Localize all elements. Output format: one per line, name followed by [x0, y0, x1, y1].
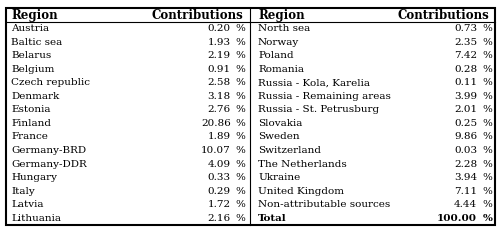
Text: 2.19: 2.19	[207, 51, 230, 60]
Text: 3.99: 3.99	[454, 92, 477, 101]
Text: Hungary: Hungary	[12, 173, 57, 182]
Text: France: France	[12, 132, 48, 141]
Text: %: %	[482, 146, 492, 155]
Text: %: %	[235, 78, 245, 87]
Text: Denmark: Denmark	[12, 92, 60, 101]
Text: 20.86: 20.86	[201, 119, 230, 128]
Text: %: %	[482, 214, 492, 223]
Text: Poland: Poland	[258, 51, 294, 60]
Text: The Netherlands: The Netherlands	[258, 160, 347, 169]
Text: 2.28: 2.28	[454, 160, 477, 169]
Text: 0.73: 0.73	[454, 24, 477, 33]
Text: Germany-BRD: Germany-BRD	[12, 146, 87, 155]
Text: %: %	[235, 105, 245, 114]
FancyBboxPatch shape	[7, 8, 494, 225]
Text: 1.89: 1.89	[207, 132, 230, 141]
Text: Slovakia: Slovakia	[258, 119, 302, 128]
Text: Region: Region	[258, 9, 305, 21]
Text: Finland: Finland	[12, 119, 52, 128]
Text: 2.16: 2.16	[207, 214, 230, 223]
Text: Belgium: Belgium	[12, 65, 55, 74]
Text: Contributions: Contributions	[398, 9, 489, 21]
Text: Romania: Romania	[258, 65, 304, 74]
Text: 4.09: 4.09	[207, 160, 230, 169]
Text: Estonia: Estonia	[12, 105, 51, 114]
Text: 9.86: 9.86	[454, 132, 477, 141]
Text: 2.76: 2.76	[207, 105, 230, 114]
Text: Russia - Kola, Karelia: Russia - Kola, Karelia	[258, 78, 370, 87]
Text: %: %	[482, 105, 492, 114]
Text: North sea: North sea	[258, 24, 310, 33]
Text: Czech republic: Czech republic	[12, 78, 90, 87]
Text: %: %	[482, 132, 492, 141]
Text: %: %	[482, 119, 492, 128]
Text: Belarus: Belarus	[12, 51, 52, 60]
Text: %: %	[482, 92, 492, 101]
Text: 0.29: 0.29	[207, 187, 230, 196]
Text: %: %	[482, 173, 492, 182]
Text: %: %	[482, 65, 492, 74]
Text: Ukraine: Ukraine	[258, 173, 300, 182]
Text: %: %	[482, 51, 492, 60]
Text: %: %	[235, 38, 245, 47]
Text: %: %	[482, 200, 492, 209]
Text: %: %	[235, 65, 245, 74]
Text: 4.44: 4.44	[454, 200, 477, 209]
Text: 0.20: 0.20	[207, 24, 230, 33]
Text: %: %	[235, 160, 245, 169]
Text: Contributions: Contributions	[151, 9, 243, 21]
Text: %: %	[235, 187, 245, 196]
Text: 0.28: 0.28	[454, 65, 477, 74]
Text: 1.72: 1.72	[207, 200, 230, 209]
Text: Austria: Austria	[12, 24, 50, 33]
Text: 3.94: 3.94	[454, 173, 477, 182]
Text: 0.33: 0.33	[207, 173, 230, 182]
Text: United Kingdom: United Kingdom	[258, 187, 344, 196]
Text: %: %	[235, 200, 245, 209]
Text: 3.18: 3.18	[207, 92, 230, 101]
Text: Switzerland: Switzerland	[258, 146, 321, 155]
Text: %: %	[235, 214, 245, 223]
Text: 0.03: 0.03	[454, 146, 477, 155]
Text: Region: Region	[12, 9, 58, 21]
Text: %: %	[235, 146, 245, 155]
Text: 1.93: 1.93	[207, 38, 230, 47]
Text: %: %	[235, 132, 245, 141]
Text: Baltic sea: Baltic sea	[12, 38, 63, 47]
Text: Germany-DDR: Germany-DDR	[12, 160, 87, 169]
Text: 0.91: 0.91	[207, 65, 230, 74]
Text: Russia - St. Petrusburg: Russia - St. Petrusburg	[258, 105, 379, 114]
Text: %: %	[235, 173, 245, 182]
Text: Non-attributable sources: Non-attributable sources	[258, 200, 390, 209]
Text: 2.01: 2.01	[454, 105, 477, 114]
Text: Norway: Norway	[258, 38, 299, 47]
Text: %: %	[235, 24, 245, 33]
Text: %: %	[482, 78, 492, 87]
Text: 2.58: 2.58	[207, 78, 230, 87]
Text: 10.07: 10.07	[201, 146, 230, 155]
Text: %: %	[235, 51, 245, 60]
Text: 0.25: 0.25	[454, 119, 477, 128]
Text: %: %	[235, 119, 245, 128]
Text: Latvia: Latvia	[12, 200, 44, 209]
Text: Sweden: Sweden	[258, 132, 300, 141]
Text: Italy: Italy	[12, 187, 35, 196]
Text: %: %	[482, 187, 492, 196]
Text: %: %	[235, 92, 245, 101]
Text: 2.35: 2.35	[454, 38, 477, 47]
Text: %: %	[482, 24, 492, 33]
Text: 0.11: 0.11	[454, 78, 477, 87]
Text: Lithuania: Lithuania	[12, 214, 61, 223]
Text: Total: Total	[258, 214, 287, 223]
Text: 7.42: 7.42	[454, 51, 477, 60]
Text: 7.11: 7.11	[454, 187, 477, 196]
Text: %: %	[482, 160, 492, 169]
Text: Russia - Remaining areas: Russia - Remaining areas	[258, 92, 391, 101]
Text: 100.00: 100.00	[437, 214, 477, 223]
Text: %: %	[482, 38, 492, 47]
